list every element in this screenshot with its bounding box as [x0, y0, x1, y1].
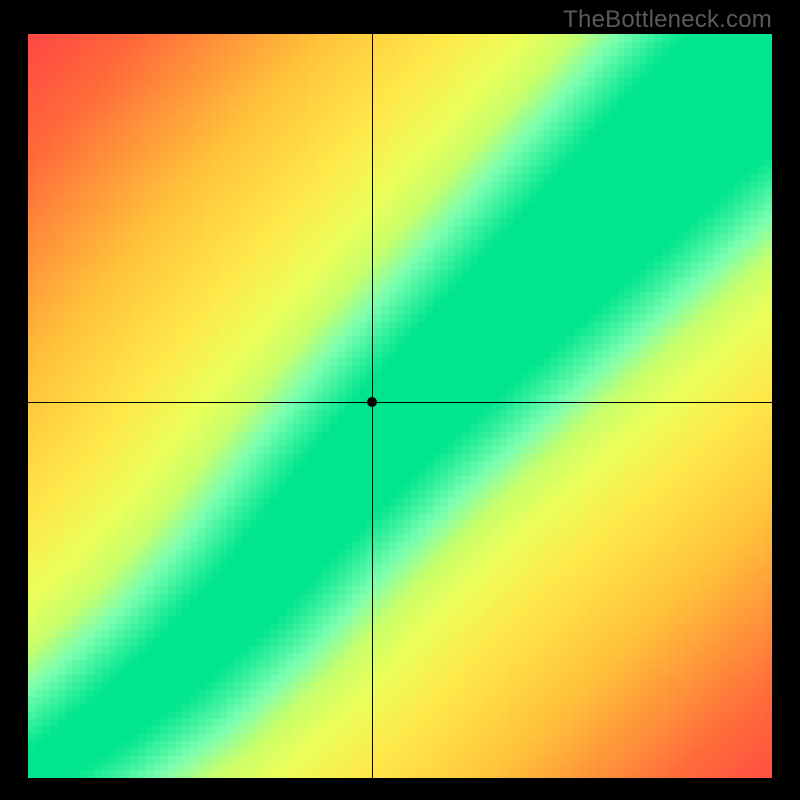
watermark-text: TheBottleneck.com: [563, 6, 772, 34]
crosshair-marker: [367, 397, 377, 407]
heatmap-canvas: [28, 34, 772, 778]
chart-container: { "watermark": "TheBottleneck.com", "cha…: [0, 0, 800, 800]
heatmap-plot: [28, 34, 772, 778]
crosshair-horizontal: [28, 402, 772, 403]
